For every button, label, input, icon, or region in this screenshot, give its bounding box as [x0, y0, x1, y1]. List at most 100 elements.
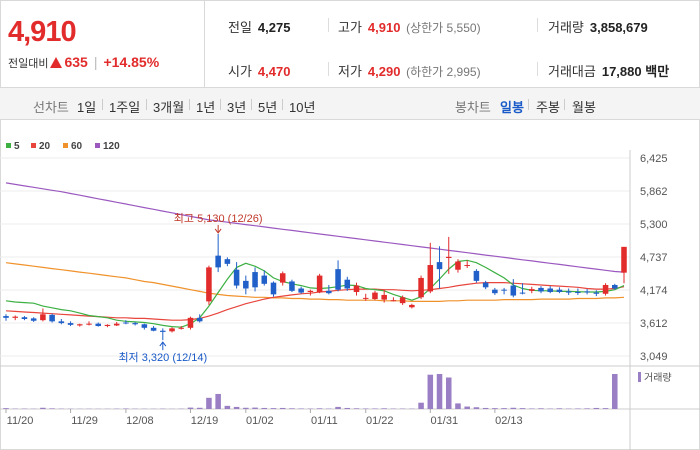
chart-grid — [0, 150, 700, 450]
candle — [3, 314, 9, 321]
volume-bar — [473, 407, 480, 409]
candle — [187, 316, 194, 330]
volume-bar — [252, 407, 258, 409]
candle — [12, 315, 18, 321]
volume-bar — [575, 408, 581, 409]
y-axis: 6,425 5,862 5,300 4,737 4,174 3,612 3,049 — [640, 153, 668, 363]
quote-trade-value: 거래대금 17,880 백만 — [548, 61, 669, 80]
volume-bar — [445, 377, 452, 409]
candle-body — [160, 330, 166, 332]
candle-body — [353, 285, 360, 293]
candle-body — [224, 259, 231, 264]
candle — [409, 303, 415, 309]
volume-bar — [427, 374, 434, 409]
tab-daily[interactable]: 일봉 — [500, 100, 524, 115]
candle — [362, 293, 369, 301]
volume-bar — [206, 397, 212, 409]
candle-body — [556, 289, 563, 293]
chart-annotations: 최고 5,130 (12/26) 최저 3,320 (12/14) — [118, 212, 262, 364]
volume-bar — [233, 406, 240, 409]
candle-body — [95, 323, 102, 327]
volume-bar — [510, 407, 517, 409]
candle-body — [307, 290, 314, 293]
tab-divider — [146, 99, 147, 110]
candle — [455, 259, 461, 273]
candle-body — [169, 328, 175, 332]
candle-body — [67, 323, 74, 325]
candle-body — [86, 323, 92, 325]
tab-10year[interactable]: 10년 — [289, 100, 316, 115]
quote-label: 거래대금 — [548, 64, 596, 79]
candle — [243, 275, 249, 295]
candle-body — [3, 316, 9, 318]
tab-1day[interactable]: 1일 — [77, 100, 97, 115]
x-tick-label: 01/11 — [311, 415, 338, 427]
quote-value: 4,290 — [367, 64, 401, 79]
candle-body — [243, 280, 249, 289]
candle — [547, 286, 553, 294]
candle-body — [362, 297, 369, 299]
quote-low: 저가 4,290 (하한가 2,995) — [338, 61, 481, 80]
candle — [67, 321, 74, 327]
legend-label: 120 — [103, 141, 120, 152]
quote-upper-limit: (상한가 5,550) — [406, 21, 481, 35]
candle — [113, 321, 120, 327]
volume-bar — [556, 408, 563, 409]
candlesticks — [3, 233, 627, 341]
candle — [565, 288, 572, 295]
candle-body — [390, 300, 397, 302]
candle — [593, 290, 600, 297]
low-arrow-head — [159, 341, 167, 347]
candle-body — [132, 323, 138, 325]
candle — [160, 328, 166, 341]
candle — [224, 257, 231, 267]
tab-1week[interactable]: 1주일 — [109, 100, 141, 115]
candle — [445, 236, 452, 274]
volume-bar — [436, 374, 443, 409]
tab-1year[interactable]: 1년 — [196, 100, 216, 115]
candle-body — [565, 291, 572, 293]
x-tick-label: 12/08 — [126, 415, 154, 427]
volume-bar — [279, 407, 286, 409]
candle — [316, 273, 323, 294]
candle — [501, 287, 507, 295]
candle — [399, 295, 406, 305]
current-price: 4,910 — [8, 16, 77, 48]
candle-body — [113, 323, 120, 326]
tab-weekly[interactable]: 주봉 — [536, 100, 560, 115]
candle — [621, 246, 627, 284]
candle — [464, 260, 470, 268]
candle-body — [58, 321, 65, 324]
tab-3month[interactable]: 3개월 — [153, 100, 185, 115]
line-chart-label: 선차트 — [33, 100, 69, 115]
candle — [298, 286, 304, 294]
candle-body — [77, 324, 83, 326]
volume-bar — [381, 408, 387, 409]
change-value: 635 — [64, 54, 88, 70]
candle-body — [30, 318, 37, 321]
candle-body — [335, 269, 341, 290]
candle-body — [501, 289, 507, 291]
volume-bar — [482, 407, 489, 409]
volume-bar — [501, 408, 507, 409]
quote-divider — [537, 62, 538, 76]
candle — [473, 269, 480, 283]
candle — [196, 314, 203, 323]
high-arrow-head — [214, 228, 222, 234]
volume-bar — [187, 407, 194, 409]
candle-body — [270, 282, 277, 295]
volume-bar — [335, 406, 341, 409]
candle — [538, 286, 544, 294]
tab-5year[interactable]: 5년 — [258, 100, 278, 115]
tab-3year[interactable]: 3년 — [227, 100, 247, 115]
low-annotation: 최저 3,320 (12/14) — [118, 351, 207, 364]
candle-body — [196, 317, 203, 322]
y-tick-label: 6,425 — [640, 153, 668, 165]
candle-body — [528, 289, 535, 291]
volume-bar — [455, 403, 461, 409]
tab-monthly[interactable]: 월봉 — [572, 100, 596, 115]
ma20-line — [5, 282, 625, 321]
candle — [49, 313, 55, 323]
volume-bar — [353, 408, 360, 409]
candle-body — [381, 294, 387, 300]
